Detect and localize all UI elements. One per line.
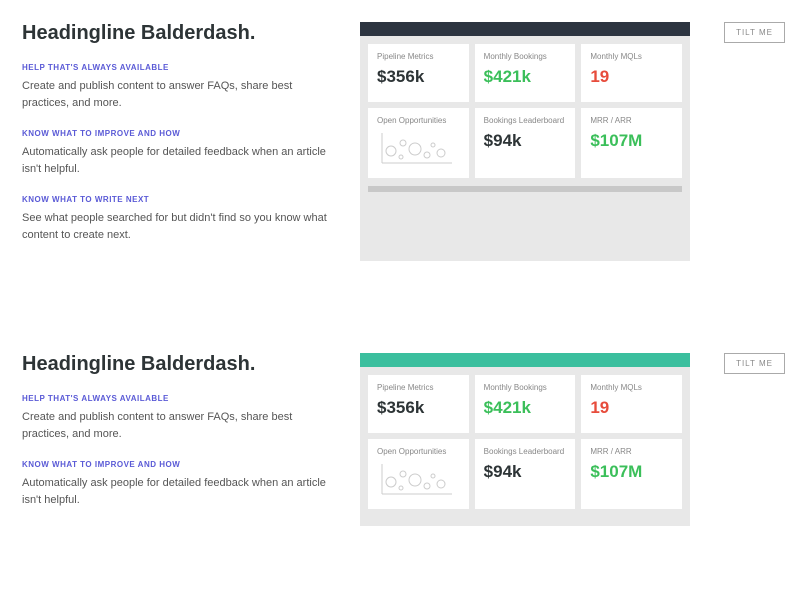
card-title: Pipeline Metrics — [377, 383, 460, 392]
metric-card[interactable]: Monthly Bookings $421k — [475, 44, 576, 102]
feature-desc: See what people searched for but didn't … — [22, 210, 342, 243]
card-grid: Pipeline Metrics $356k Monthly Bookings $42… — [360, 36, 690, 186]
feature-sub: KNOW WHAT TO WRITE NEXT — [22, 195, 342, 204]
card-title: MRR / ARR — [590, 447, 673, 456]
feature-1: HELP THAT'S ALWAYS AVAILABLE Create and … — [22, 63, 342, 111]
spacer — [0, 261, 800, 331]
heading: Headingline Balderdash. — [22, 353, 342, 376]
feature-desc: Automatically ask people for detailed fe… — [22, 475, 342, 508]
card-title: Monthly MQLs — [590, 383, 673, 392]
feature-sub: KNOW WHAT TO IMPROVE AND HOW — [22, 460, 342, 469]
metric-card[interactable]: MRR / ARR $107M — [581, 108, 682, 178]
feature-3: KNOW WHAT TO WRITE NEXT See what people … — [22, 195, 342, 243]
feature-2: KNOW WHAT TO IMPROVE AND HOW Automatical… — [22, 129, 342, 177]
feature-desc: Automatically ask people for detailed fe… — [22, 144, 342, 177]
metric-card[interactable]: Monthly MQLs 19 — [581, 44, 682, 102]
card-title: Open Opportunities — [377, 116, 460, 125]
feature-2: KNOW WHAT TO IMPROVE AND HOW Automatical… — [22, 460, 342, 508]
card-title: Monthly Bookings — [484, 383, 567, 392]
feature-1: HELP THAT'S ALWAYS AVAILABLE Create and … — [22, 394, 342, 442]
card-title: Bookings Leaderboard — [484, 447, 567, 456]
bubble-chart-icon — [377, 131, 460, 167]
metric-card[interactable]: Open Opportunities — [368, 108, 469, 178]
card-value: 19 — [590, 398, 673, 418]
card-title: Monthly Bookings — [484, 52, 567, 61]
card-value: $94k — [484, 131, 567, 151]
card-title: Open Opportunities — [377, 447, 460, 456]
tilt-button[interactable]: TILT ME — [724, 353, 785, 374]
feature-sub: HELP THAT'S ALWAYS AVAILABLE — [22, 394, 342, 403]
metric-card[interactable]: Monthly MQLs 19 — [581, 375, 682, 433]
feature-sub: HELP THAT'S ALWAYS AVAILABLE — [22, 63, 342, 72]
card-grid: Pipeline Metrics $356k Monthly Bookings $42… — [360, 367, 690, 517]
metric-card[interactable]: Pipeline Metrics $356k — [368, 44, 469, 102]
tilt-button[interactable]: TILT ME — [724, 22, 785, 43]
dashboard-panel: Pipeline Metrics $356k Monthly Bookings $42… — [360, 22, 690, 261]
heading: Headingline Balderdash. — [22, 22, 342, 45]
card-value: $107M — [590, 131, 673, 151]
dashboard-bar — [360, 353, 690, 367]
left-column: Headingline Balderdash. HELP THAT'S ALWA… — [22, 22, 342, 261]
left-column: Headingline Balderdash. HELP THAT'S ALWA… — [22, 353, 342, 526]
metric-card[interactable]: MRR / ARR $107M — [581, 439, 682, 509]
card-value: 19 — [590, 67, 673, 87]
metric-card[interactable]: Bookings Leaderboard $94k — [475, 108, 576, 178]
dashboard-panel: Pipeline Metrics $356k Monthly Bookings $42… — [360, 353, 690, 526]
section-2: Headingline Balderdash. HELP THAT'S ALWA… — [0, 331, 800, 526]
bubble-chart-icon — [377, 462, 460, 498]
metric-card[interactable]: Open Opportunities — [368, 439, 469, 509]
metric-card[interactable]: Pipeline Metrics $356k — [368, 375, 469, 433]
card-value: $421k — [484, 398, 567, 418]
card-title: Pipeline Metrics — [377, 52, 460, 61]
card-title: Bookings Leaderboard — [484, 116, 567, 125]
card-value: $356k — [377, 398, 460, 418]
card-title: MRR / ARR — [590, 116, 673, 125]
section-1: Headingline Balderdash. HELP THAT'S ALWA… — [0, 0, 800, 261]
metric-card[interactable]: Bookings Leaderboard $94k — [475, 439, 576, 509]
metric-card[interactable]: Monthly Bookings $421k — [475, 375, 576, 433]
card-value: $94k — [484, 462, 567, 482]
scrollbar[interactable] — [368, 186, 682, 192]
feature-sub: KNOW WHAT TO IMPROVE AND HOW — [22, 129, 342, 138]
dashboard-bar — [360, 22, 690, 36]
card-value: $421k — [484, 67, 567, 87]
card-title: Monthly MQLs — [590, 52, 673, 61]
card-value: $356k — [377, 67, 460, 87]
feature-desc: Create and publish content to answer FAQ… — [22, 409, 342, 442]
feature-desc: Create and publish content to answer FAQ… — [22, 78, 342, 111]
card-value: $107M — [590, 462, 673, 482]
